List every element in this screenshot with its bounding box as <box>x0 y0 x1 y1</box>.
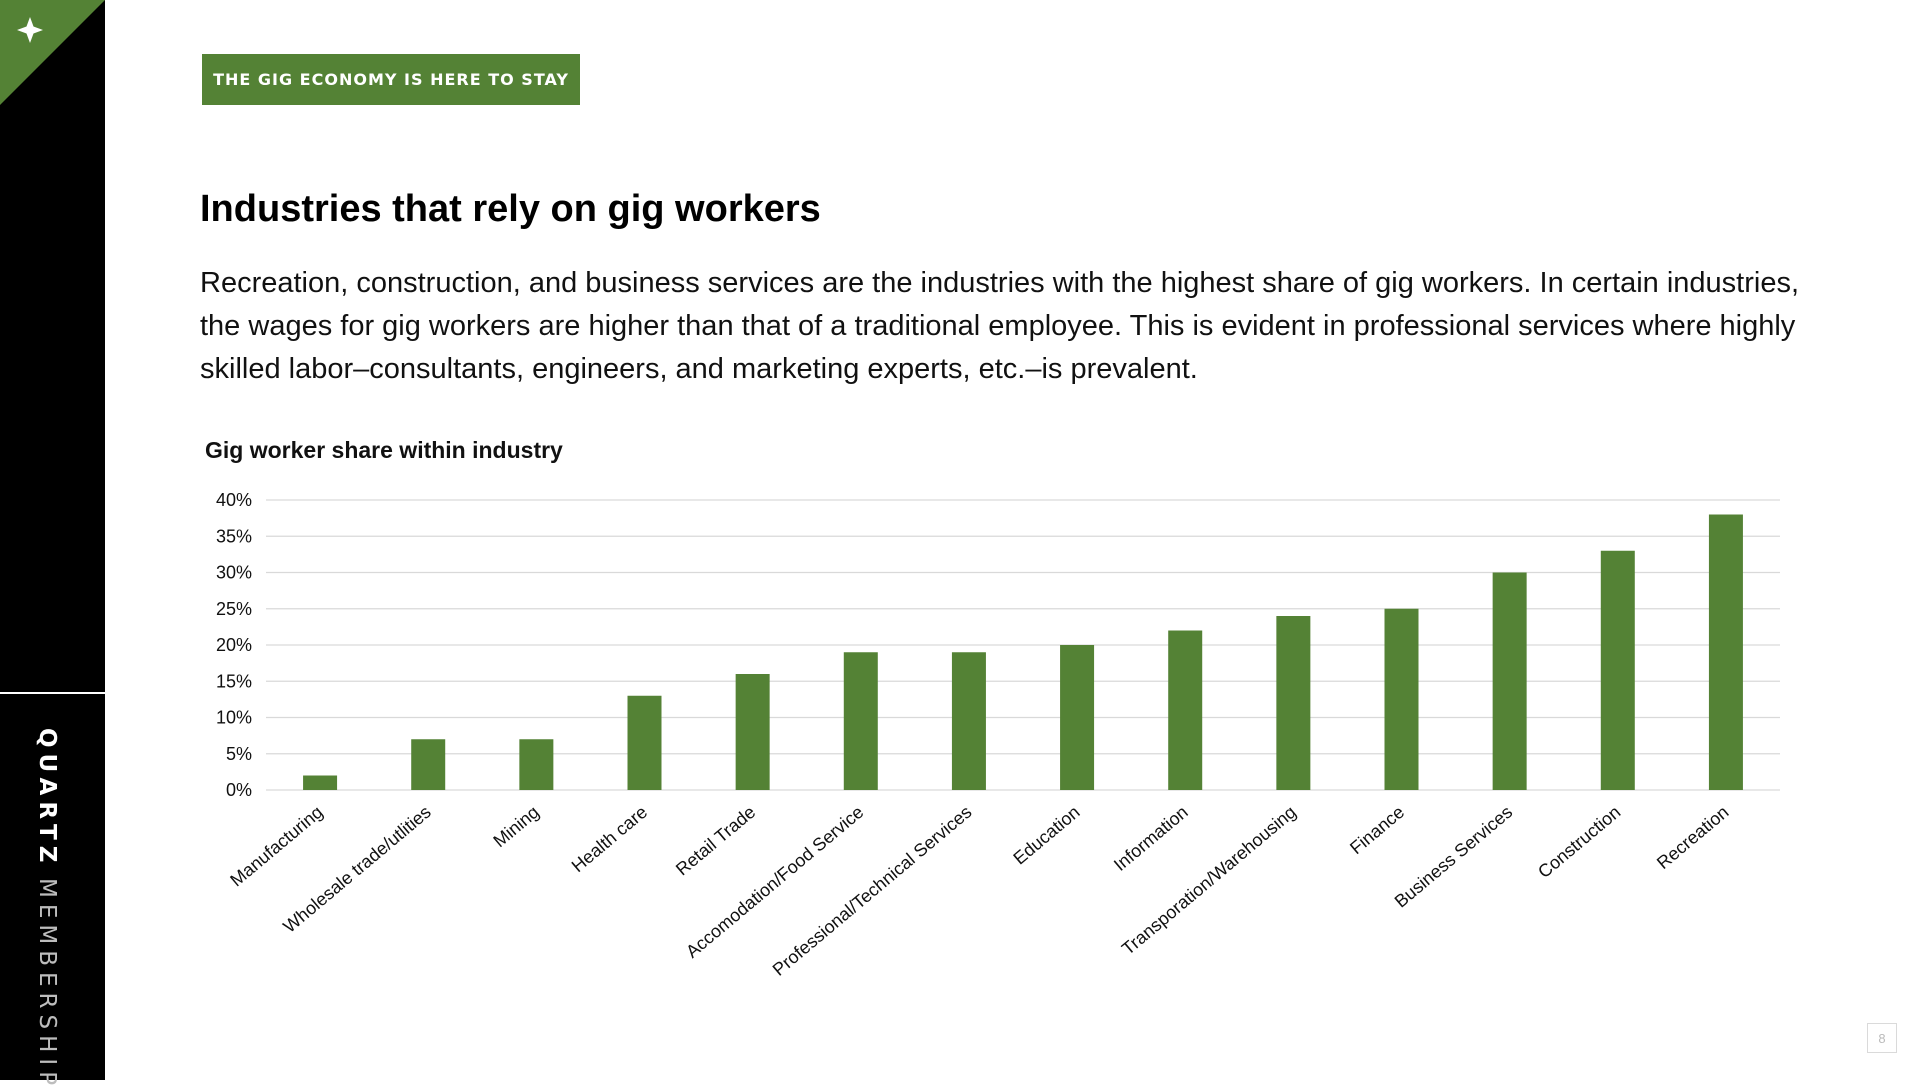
bar <box>303 775 338 790</box>
y-tick-label: 35% <box>216 526 252 546</box>
bar <box>951 652 986 790</box>
brand-name: QUARTZ <box>34 728 60 869</box>
bar <box>1600 550 1635 790</box>
side-bar: QUARTZ MEMBERSHIP <box>0 0 105 1091</box>
y-tick-label: 0% <box>226 780 252 800</box>
page-title: Industries that rely on gig workers <box>200 188 821 230</box>
y-tick-label: 10% <box>216 708 252 728</box>
x-tick-label: Manufacturing <box>226 802 326 891</box>
y-tick-label: 15% <box>216 671 252 691</box>
bar <box>1384 608 1419 790</box>
corner-decoration <box>0 0 105 105</box>
body-paragraph: Recreation, construction, and business s… <box>200 267 1800 385</box>
bar <box>519 739 554 790</box>
x-tick-label: Professional/Technical Services <box>769 802 976 980</box>
bar <box>1492 572 1527 790</box>
brand-subtitle: MEMBERSHIP <box>34 878 60 1091</box>
y-tick-label: 20% <box>216 635 252 655</box>
x-tick-label: Retail Trade <box>672 802 759 880</box>
y-tick-label: 25% <box>216 599 252 619</box>
bar <box>1708 514 1743 790</box>
page-number: 8 <box>1867 1023 1897 1053</box>
x-tick-label: Finance <box>1346 802 1408 858</box>
section-tag: THE GIG ECONOMY IS HERE TO STAY <box>202 54 580 105</box>
bar <box>411 739 446 790</box>
bar <box>735 674 770 790</box>
side-divider <box>0 692 105 694</box>
x-tick-label: Education <box>1009 802 1083 869</box>
bar <box>843 652 878 790</box>
x-tick-label: Business Services <box>1391 802 1517 912</box>
x-tick-label: Recreation <box>1653 802 1733 873</box>
y-tick-label: 40% <box>216 490 252 510</box>
x-tick-label: Accomodation/Food Service <box>682 802 867 962</box>
x-tick-label: Information <box>1110 802 1192 875</box>
y-tick-label: 30% <box>216 563 252 583</box>
x-tick-label: Health care <box>568 802 651 876</box>
y-tick-label: 5% <box>226 744 252 764</box>
chart-title: Gig worker share within industry <box>205 437 563 463</box>
bar <box>627 695 662 790</box>
sparkle-icon <box>17 17 43 43</box>
bar <box>1168 630 1203 790</box>
bar <box>1060 645 1095 790</box>
x-tick-label: Construction <box>1534 802 1624 882</box>
brand-wordmark: QUARTZ MEMBERSHIP <box>34 728 60 1091</box>
x-tick-label: Mining <box>489 802 542 851</box>
bar <box>1276 616 1311 790</box>
x-tick-label: Transporation/Warehousing <box>1118 802 1300 959</box>
